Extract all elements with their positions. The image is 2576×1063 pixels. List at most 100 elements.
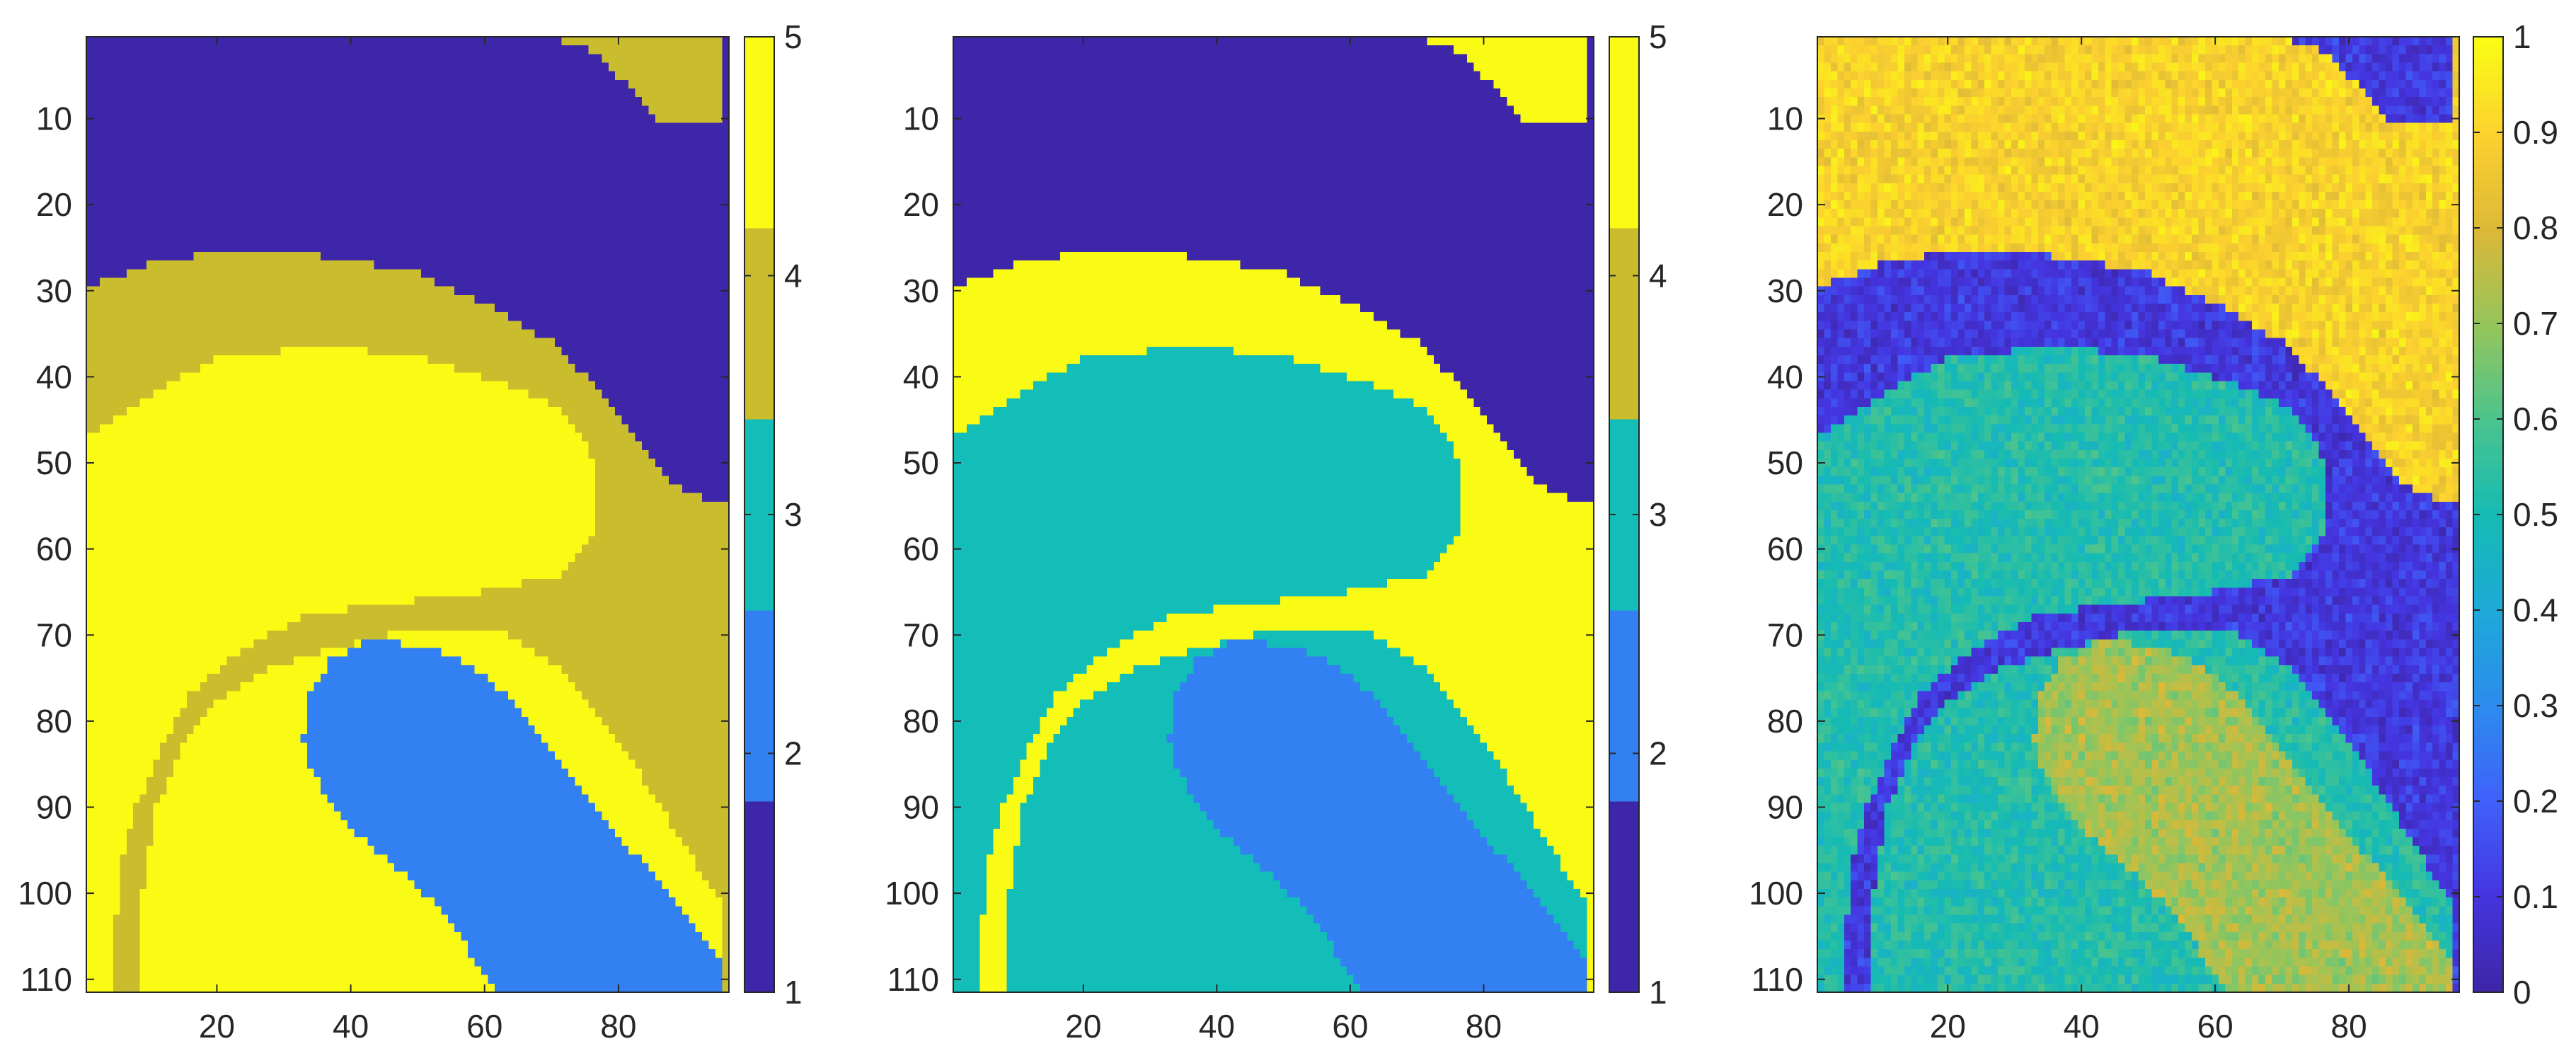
panel-3-colorbar-step — [2473, 602, 2503, 611]
panel-2-ytick-label: 50 — [903, 444, 939, 481]
panel-1-colorbar: 1 2 3 4 5 — [744, 18, 803, 1011]
panel-3-colorbar-step — [2473, 849, 2503, 858]
panel-2-y-ticks: 10 20 30 40 50 60 70 80 90 100 110 — [885, 100, 1594, 998]
panel-3-ytick-label: 60 — [1767, 531, 1803, 568]
panel-2-colorbar-level — [1609, 37, 1639, 229]
panel-2-colorbar-level — [1609, 801, 1639, 993]
panel-3-colorbar-step — [2473, 403, 2503, 412]
panel-3-colorbar-step — [2473, 817, 2503, 826]
panel-3-colorbar-step — [2473, 363, 2503, 372]
panel-1-ytick-label: 110 — [21, 961, 72, 998]
panel-3-colorbar-tick-label: 0.8 — [2513, 209, 2558, 246]
panel-3-colorbar-step — [2473, 371, 2503, 380]
panel-3-colorbar-step — [2473, 721, 2503, 730]
panel-3-colorbar-step — [2473, 116, 2503, 125]
panel-3-colorbar-step — [2473, 689, 2503, 699]
panel-3-colorbar-step — [2473, 251, 2503, 260]
panel-2-ytick-label: 70 — [903, 616, 939, 653]
panel-1-y-ticks: 10 20 30 40 50 60 70 80 90 100 110 — [18, 100, 729, 998]
panel-3-colorbar-step — [2473, 873, 2503, 882]
panel-3-colorbar-step — [2473, 292, 2503, 301]
panel-3-colorbar-step — [2473, 522, 2503, 532]
panel-3-colorbar-step — [2473, 578, 2503, 587]
panel-3-colorbar-step — [2473, 944, 2503, 953]
panel-3-axes-frame — [1817, 36, 2460, 993]
panel-3-colorbar-tick-label: 1 — [2513, 18, 2531, 55]
panel-1-colorbar-level — [744, 801, 774, 993]
panel-3-colorbar-step — [2473, 84, 2503, 93]
panel-1-colorbar-tick-label: 2 — [784, 735, 803, 772]
panel-3-colorbar-step — [2473, 60, 2503, 69]
panel-3-colorbar-step — [2473, 228, 2503, 237]
panel-1-ytick-label: 90 — [36, 789, 72, 826]
panel-3-colorbar-step — [2473, 275, 2503, 285]
panel-3-colorbar-step — [2473, 156, 2503, 165]
panel-1-x-ticks: 20 40 60 80 — [199, 37, 637, 1045]
panel-2-ytick-label: 100 — [885, 875, 939, 912]
panel-3-colorbar-tick-label: 0.2 — [2513, 783, 2558, 820]
panel-2-ytick-label: 60 — [903, 531, 939, 568]
panel-3-colorbar-step — [2473, 642, 2503, 651]
panel-3-colorbar-step — [2473, 459, 2503, 468]
panel-3-colorbar-step — [2473, 323, 2503, 333]
panel-3-colorbar-tick-label: 0 — [2513, 974, 2531, 1011]
panel-3-ytick-label: 20 — [1767, 186, 1803, 223]
panel-1-colorbar-tick-label: 1 — [784, 974, 803, 1011]
panel-3-colorbar-step — [2473, 769, 2503, 778]
panel-1-image-pixels — [86, 37, 729, 992]
panel-3-colorbar-step — [2473, 395, 2503, 404]
panel-3-colorbar-step — [2473, 498, 2503, 507]
panel-3-colorbar-step — [2473, 52, 2503, 62]
panel-3-colorbar-step — [2473, 37, 2503, 46]
panel-3-colorbar-step — [2473, 880, 2503, 890]
panel-3-colorbar-step — [2473, 474, 2503, 483]
panel-3-colorbar-step — [2473, 657, 2503, 667]
panel-2-colorbar-tick-label: 5 — [1649, 18, 1667, 55]
panel-2-colorbar-level — [1609, 228, 1639, 420]
panel-3-colorbar-step — [2473, 912, 2503, 921]
panel-3-colorbar-step — [2473, 865, 2503, 874]
panel-3-colorbar-step — [2473, 212, 2503, 221]
panel-3-colorbar-step — [2473, 761, 2503, 770]
panel-3-colorbar-step — [2473, 904, 2503, 914]
panel-1-axes-frame — [86, 36, 730, 993]
panel-2-xtick-label: 40 — [1199, 1008, 1235, 1045]
panel-3-colorbar-step — [2473, 483, 2503, 492]
panel-1-colorbar-level — [744, 37, 774, 229]
panel-3-colorbar-step — [2473, 45, 2503, 54]
panel-1-colorbar-level — [744, 610, 774, 802]
panel-3-colorbar-step — [2473, 824, 2503, 834]
panel-3-colorbar-step — [2473, 410, 2503, 420]
panel-1: 20 40 60 80 10 20 30 40 50 60 70 80 90 100 110 1 2 3 4 5 — [18, 18, 802, 1045]
panel-3-colorbar-step — [2473, 960, 2503, 970]
panel-3-colorbar-step — [2473, 626, 2503, 635]
panel-2-image-pixels — [953, 37, 1594, 992]
panel-3-xtick-label: 80 — [2331, 1008, 2367, 1045]
panel-3-colorbar-step — [2473, 674, 2503, 683]
panel-3-colorbar-step — [2473, 936, 2503, 946]
panel-3-ytick-label: 90 — [1767, 789, 1803, 826]
panel-3-colorbar-step — [2473, 586, 2503, 595]
panel-3-colorbar-step — [2473, 140, 2503, 149]
panel-3-colorbar-step — [2473, 920, 2503, 929]
panel-1-ytick-label: 30 — [36, 272, 72, 309]
panel-3-colorbar-step — [2473, 307, 2503, 316]
panel-3-colorbar-step — [2473, 419, 2503, 428]
panel-3-colorbar-step — [2473, 108, 2503, 117]
panel-3-colorbar-step — [2473, 570, 2503, 579]
panel-3-colorbar-step — [2473, 697, 2503, 706]
panel-1-ytick-label: 70 — [36, 616, 72, 653]
panel-3-colorbar-step — [2473, 347, 2503, 356]
panel-3-colorbar-step — [2473, 387, 2503, 396]
panel-1-xtick-label: 20 — [199, 1008, 235, 1045]
panel-3-colorbar-step — [2473, 148, 2503, 157]
panel-2-colorbar-tick-label: 2 — [1649, 735, 1667, 772]
panel-3-colorbar-tick-label: 0.4 — [2513, 592, 2558, 628]
panel-2-ytick-label: 30 — [903, 272, 939, 309]
panel-3-colorbar-step — [2473, 968, 2503, 977]
panel-1-colorbar-tick-label: 4 — [784, 258, 803, 294]
panel-2-heatmap-image — [953, 37, 1594, 992]
panel-3-colorbar-tick-label: 0.7 — [2513, 305, 2558, 342]
panel-3-colorbar-step — [2473, 777, 2503, 786]
